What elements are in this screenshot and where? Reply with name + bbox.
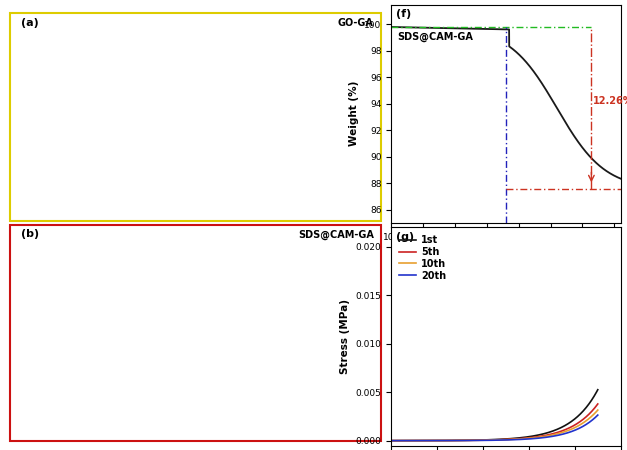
5th — [499, 437, 507, 442]
5th — [557, 429, 564, 434]
5th — [589, 407, 596, 413]
5th — [510, 436, 518, 442]
20th — [557, 432, 564, 437]
Text: (a): (a) — [21, 18, 39, 28]
Line: 20th: 20th — [391, 415, 598, 441]
20th — [589, 417, 596, 422]
5th — [485, 437, 493, 443]
5th — [487, 437, 494, 443]
10th — [589, 413, 596, 418]
10th — [499, 437, 507, 442]
Line: 5th: 5th — [391, 404, 598, 441]
Text: (f): (f) — [396, 9, 411, 19]
10th — [487, 437, 494, 443]
10th — [485, 437, 493, 443]
FancyBboxPatch shape — [10, 14, 381, 220]
10th — [387, 438, 395, 443]
Y-axis label: Stress (MPa): Stress (MPa) — [340, 299, 350, 374]
1st — [499, 436, 507, 442]
Line: 1st: 1st — [391, 390, 598, 441]
Text: (b): (b) — [21, 230, 40, 239]
1st — [485, 437, 493, 442]
Y-axis label: Weight (%): Weight (%) — [349, 81, 359, 146]
5th — [594, 401, 601, 407]
1st — [510, 436, 518, 441]
1st — [387, 438, 395, 443]
Text: GO-GA: GO-GA — [338, 18, 374, 28]
1st — [557, 425, 564, 431]
10th — [510, 436, 518, 442]
Text: (g): (g) — [396, 232, 414, 242]
20th — [499, 437, 507, 443]
Line: 10th: 10th — [391, 410, 598, 441]
1st — [487, 437, 494, 442]
5th — [387, 438, 395, 443]
X-axis label: Temperature (°C): Temperature (°C) — [455, 247, 557, 257]
10th — [594, 407, 601, 413]
1st — [589, 396, 596, 401]
20th — [485, 437, 493, 443]
Legend: 1st, 5th, 10th, 20th: 1st, 5th, 10th, 20th — [396, 232, 450, 284]
20th — [510, 437, 518, 442]
1st — [594, 387, 601, 392]
20th — [387, 438, 395, 443]
Text: SDS@CAM-GA: SDS@CAM-GA — [298, 230, 374, 240]
20th — [487, 437, 494, 443]
Text: SDS@CAM-GA: SDS@CAM-GA — [398, 32, 473, 42]
Text: 12.26%: 12.26% — [593, 96, 627, 106]
FancyBboxPatch shape — [10, 225, 381, 441]
10th — [557, 430, 564, 436]
20th — [594, 412, 601, 418]
